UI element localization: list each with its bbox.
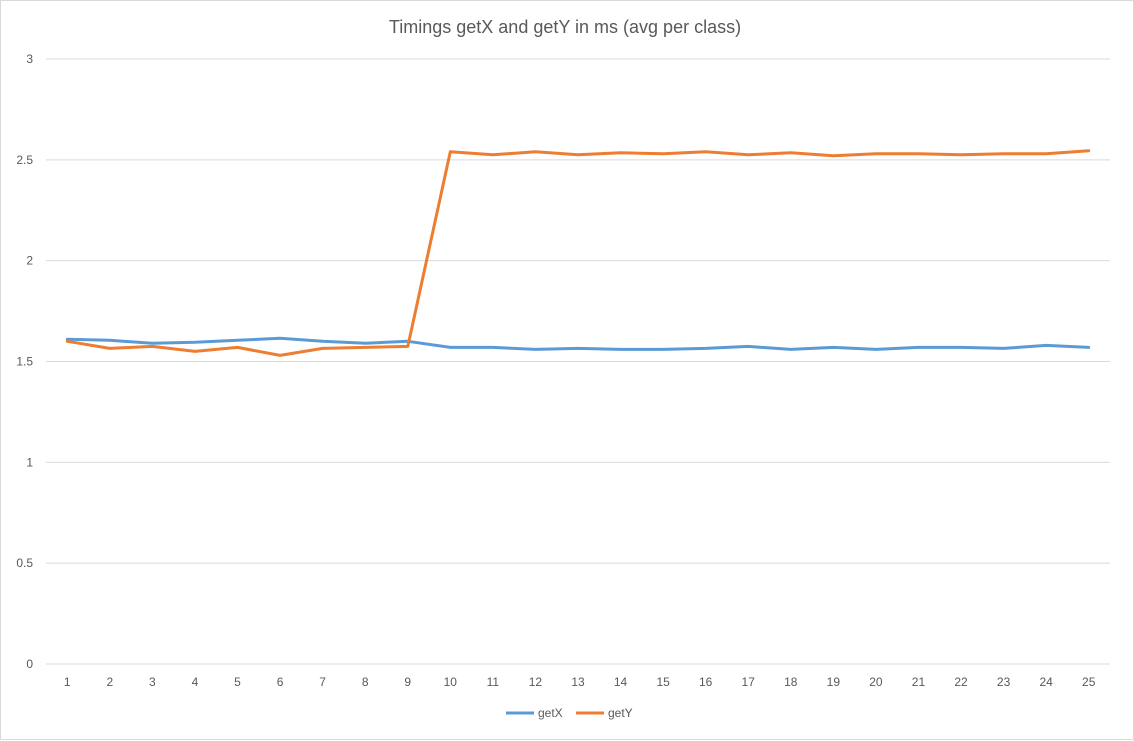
x-tick-label: 5 — [234, 675, 241, 689]
legend-label-getY: getY — [608, 706, 633, 720]
x-tick-label: 12 — [529, 675, 543, 689]
series-line-getX — [65, 336, 1091, 351]
x-tick-label: 14 — [614, 675, 628, 689]
x-axis-ticks: 1 2 3 4 5 6 7 8 9 10 11 12 13 14 15 16 17 18 19 20 21 22 23 24 2… — [64, 675, 1096, 689]
gridlines — [46, 58, 1110, 665]
legend-label-getX: getX — [538, 706, 563, 720]
y-tick-label: 0.5 — [16, 556, 33, 570]
legend: getX getY — [506, 706, 633, 720]
y-tick-label: 3 — [26, 52, 33, 66]
x-tick-label: 18 — [784, 675, 798, 689]
x-tick-label: 13 — [571, 675, 585, 689]
x-tick-label: 8 — [362, 675, 369, 689]
x-tick-label: 7 — [319, 675, 326, 689]
x-tick-label: 4 — [192, 675, 199, 689]
x-tick-label: 15 — [656, 675, 670, 689]
x-tick-label: 24 — [1039, 675, 1053, 689]
x-tick-label: 3 — [149, 675, 156, 689]
y-tick-label: 2 — [26, 254, 33, 268]
x-tick-label: 2 — [106, 675, 113, 689]
x-tick-label: 22 — [954, 675, 968, 689]
y-tick-label: 2.5 — [16, 153, 33, 167]
y-axis-ticks: 0 0.5 1 1.5 2 2.5 3 — [16, 52, 33, 671]
y-tick-label: 1 — [26, 455, 33, 469]
x-tick-label: 20 — [869, 675, 883, 689]
x-tick-label: 17 — [742, 675, 756, 689]
x-tick-label: 11 — [487, 675, 500, 689]
series-line-getY — [65, 149, 1091, 357]
x-tick-label: 23 — [997, 675, 1011, 689]
x-tick-label: 1 — [64, 675, 71, 689]
x-tick-label: 6 — [277, 675, 284, 689]
y-tick-label: 1.5 — [16, 355, 33, 369]
series-lines — [65, 149, 1091, 357]
x-tick-label: 16 — [699, 675, 713, 689]
x-tick-label: 25 — [1082, 675, 1096, 689]
x-tick-label: 9 — [404, 675, 411, 689]
x-tick-label: 10 — [444, 675, 458, 689]
y-tick-label: 0 — [26, 657, 33, 671]
x-tick-label: 21 — [912, 675, 926, 689]
x-tick-label: 19 — [827, 675, 841, 689]
chart-title: Timings getX and getY in ms (avg per cla… — [389, 17, 741, 37]
